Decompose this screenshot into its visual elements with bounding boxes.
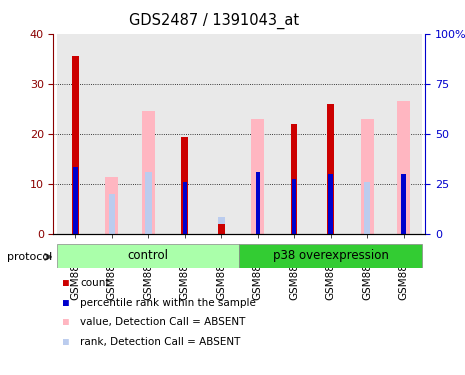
Bar	[181, 136, 188, 234]
Text: value, Detection Call = ABSENT: value, Detection Call = ABSENT	[80, 317, 246, 327]
Bar	[251, 119, 264, 234]
Bar	[145, 172, 152, 234]
Bar	[57, 34, 93, 234]
Bar	[142, 111, 155, 234]
Bar	[93, 34, 130, 234]
Text: ■: ■	[63, 337, 69, 346]
Bar	[218, 224, 225, 234]
Bar	[328, 174, 333, 234]
Bar	[292, 179, 296, 234]
Bar	[256, 172, 260, 234]
Bar	[349, 34, 385, 234]
Bar	[183, 182, 187, 234]
Bar	[166, 34, 203, 234]
Bar	[239, 34, 276, 234]
Text: ■: ■	[63, 298, 69, 307]
Bar	[218, 217, 225, 234]
Bar	[57, 244, 239, 268]
Bar	[130, 34, 166, 234]
Bar	[239, 244, 422, 268]
Bar	[327, 104, 334, 234]
Text: protocol: protocol	[7, 252, 52, 262]
Text: control: control	[128, 249, 169, 262]
Bar	[276, 34, 312, 234]
Bar	[361, 119, 373, 234]
Bar	[72, 56, 79, 234]
Bar	[106, 177, 118, 234]
Bar	[312, 34, 349, 234]
Bar	[73, 166, 78, 234]
Bar	[397, 102, 410, 234]
Bar	[364, 182, 371, 234]
Bar	[291, 124, 298, 234]
Text: percentile rank within the sample: percentile rank within the sample	[80, 298, 256, 307]
Text: rank, Detection Call = ABSENT: rank, Detection Call = ABSENT	[80, 337, 241, 346]
Text: count: count	[80, 278, 110, 288]
Text: GDS2487 / 1391043_at: GDS2487 / 1391043_at	[129, 13, 299, 29]
Text: p38 overexpression: p38 overexpression	[272, 249, 389, 262]
Bar	[203, 34, 239, 234]
Bar	[401, 174, 406, 234]
Text: ■: ■	[63, 317, 69, 327]
Bar	[385, 34, 422, 234]
Text: ■: ■	[63, 278, 69, 288]
Bar	[108, 194, 115, 234]
